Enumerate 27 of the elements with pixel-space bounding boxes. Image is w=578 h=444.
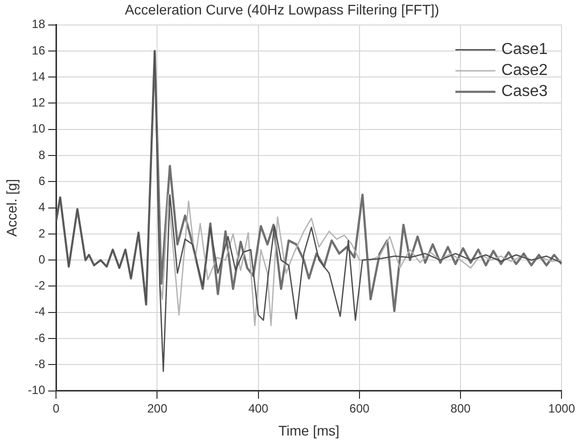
y-tick-label: -2 <box>34 278 46 293</box>
y-tick-label: 0 <box>38 252 46 266</box>
y-tick-label: -10 <box>28 383 46 398</box>
y-tick-label: 2 <box>38 226 46 240</box>
x-tick-label: 1000 <box>548 401 576 416</box>
y-tick-label: -8 <box>34 356 46 371</box>
x-tick-label: 600 <box>349 401 370 416</box>
legend-label: Case2 <box>501 62 548 80</box>
legend-label: Case1 <box>501 41 548 58</box>
y-tick-label: 12 <box>32 96 46 110</box>
y-tick-label: 16 <box>32 43 46 58</box>
y-tick-label: -4 <box>34 304 46 319</box>
x-tick-label: 400 <box>248 401 269 416</box>
legend-label: Case3 <box>501 83 548 100</box>
y-tick-label: 18 <box>32 17 46 32</box>
y-tick-label: 14 <box>32 69 46 84</box>
x-axis-title: Time [ms] <box>278 422 340 438</box>
y-tick-label: 10 <box>32 122 46 136</box>
x-tick-label: 0 <box>52 401 60 416</box>
y-tick-label: 4 <box>38 200 46 214</box>
y-axis-title: Accel. [g] <box>3 179 20 237</box>
x-tick-label: 200 <box>147 401 168 416</box>
y-tick-label: 8 <box>38 148 46 162</box>
chart-title: Acceleration Curve (40Hz Lowpass Filtering [FFT]) <box>124 1 440 18</box>
y-tick-label: 6 <box>38 174 46 188</box>
x-tick-label: 800 <box>450 401 471 416</box>
y-tick-label: -6 <box>34 330 46 345</box>
